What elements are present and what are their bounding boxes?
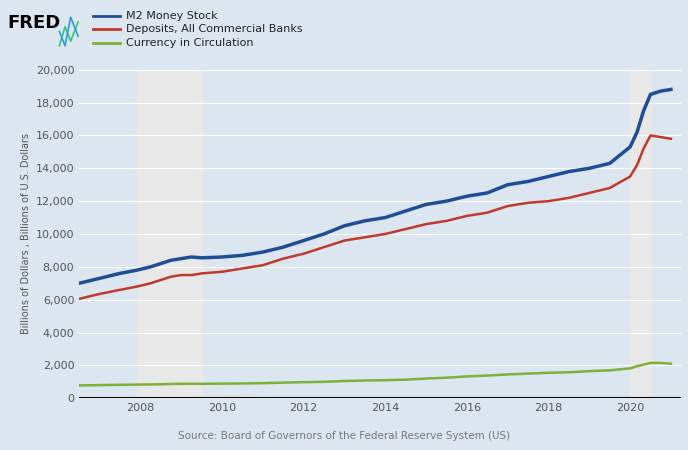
Text: Deposits, All Commercial Banks: Deposits, All Commercial Banks	[126, 24, 303, 34]
Bar	[137, 70, 202, 398]
Text: FRED: FRED	[7, 14, 60, 32]
Text: Currency in Circulation: Currency in Circulation	[126, 38, 253, 48]
Y-axis label: Billions of Dollars , Billions of U.S. Dollars: Billions of Dollars , Billions of U.S. D…	[21, 134, 32, 334]
Text: Source: Board of Governors of the Federal Reserve System (US): Source: Board of Governors of the Federa…	[178, 431, 510, 441]
Text: M2 Money Stock: M2 Money Stock	[126, 11, 217, 21]
Bar	[630, 70, 651, 398]
